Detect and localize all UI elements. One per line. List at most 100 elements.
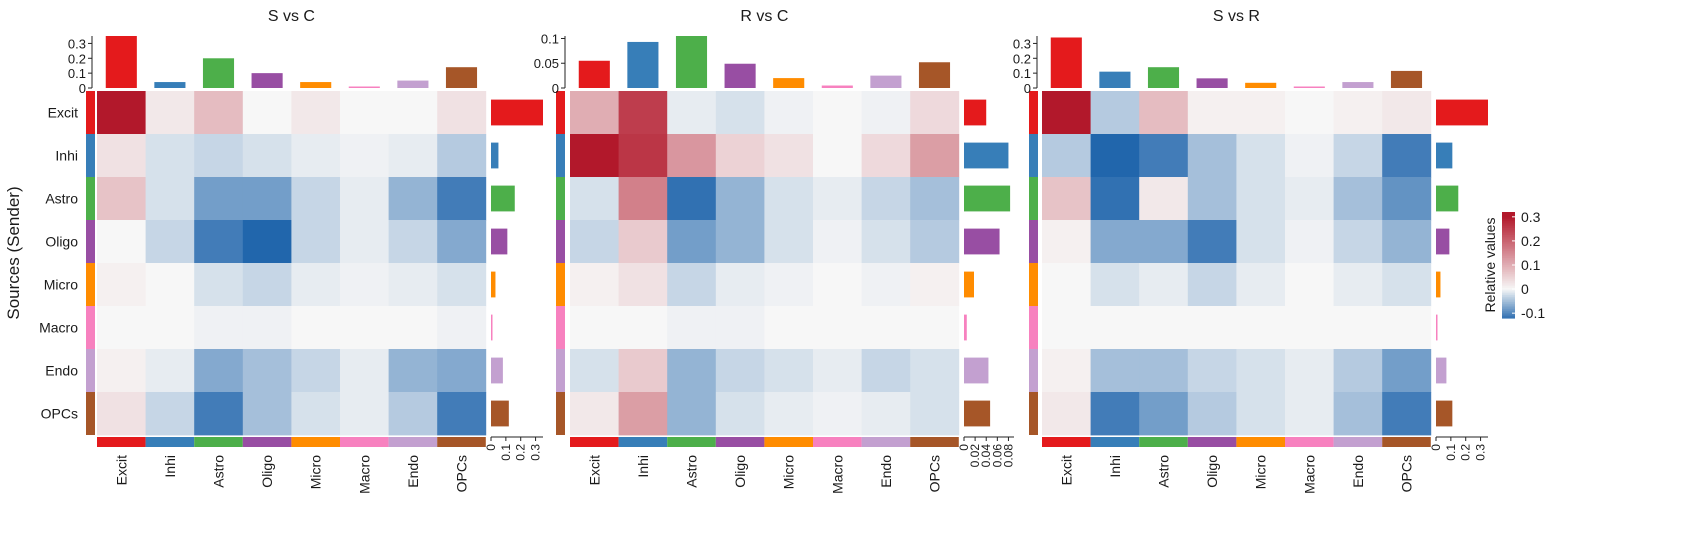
legend-gradient-segment (1502, 240, 1515, 243)
heatmap-cell-micro-excit (570, 263, 619, 307)
right-bar-micro (491, 271, 496, 298)
heatmap-cell-inhi-macro (1285, 134, 1334, 178)
heatmap-cell-astro-astro (1139, 177, 1189, 221)
heatmap-cell-micro-inhi (1090, 263, 1140, 307)
row-color-strip-macro (1029, 306, 1038, 349)
row-color-strip-astro (556, 177, 565, 220)
legend-gradient-segment (1502, 265, 1515, 268)
heatmap-cell-opcs-excit (97, 392, 146, 436)
row-color-strip-oligo (86, 220, 95, 263)
legend-gradient-segment (1502, 233, 1515, 236)
heatmap-cell-excit-macro (1285, 91, 1334, 135)
legend-gradient-segment (1502, 226, 1515, 229)
right-bar-opcs (491, 400, 509, 427)
legend-gradient-segment (1502, 293, 1515, 296)
right-bar-excit (1436, 99, 1488, 126)
right-bar-endo (491, 357, 503, 384)
heatmap-cell-excit-astro (1139, 91, 1189, 135)
heatmap-cell-oligo-astro (1139, 220, 1189, 264)
heatmap-cell-oligo-inhi (145, 220, 195, 264)
heatmap-panel-3: S vs R Excit Inhi Astro Oligo Micro Macro Endo O… (1013, 8, 1488, 494)
heatmap-cell-macro-opcs (1382, 306, 1432, 350)
row-color-strip-opcs (86, 392, 95, 435)
heatmap-cell-excit-micro (1236, 91, 1286, 135)
top-bar-astro (675, 36, 708, 88)
right-bar-inhi (491, 142, 499, 169)
legend-gradient-segment (1502, 231, 1515, 234)
top-bar-astro (202, 58, 235, 88)
legend-gradient-segment (1502, 295, 1515, 298)
right-bar-micro (964, 271, 974, 298)
column-color-strip-astro (667, 437, 716, 447)
top-bar-tick-label: 0.1 (1013, 66, 1031, 81)
right-bar-oligo (491, 228, 508, 255)
heatmap-cell-opcs-micro (764, 392, 814, 436)
column-color-strip-endo (1333, 437, 1383, 447)
column-label: Macro (356, 455, 372, 494)
top-bar-astro (1147, 67, 1180, 88)
heatmap-cell-opcs-inhi (145, 392, 195, 436)
top-bar-oligo (724, 63, 756, 88)
heatmap-cell-inhi-opcs (910, 134, 960, 178)
heatmap-cell-astro-oligo (715, 177, 765, 221)
heatmap-cell-inhi-excit (1042, 134, 1091, 178)
row-color-strip-opcs (1029, 392, 1038, 435)
heatmap-cell-endo-opcs (1382, 349, 1432, 393)
heatmap-cell-endo-macro (340, 349, 389, 393)
heatmap-cell-endo-endo (388, 349, 438, 393)
heatmap-cell-astro-macro (1285, 177, 1334, 221)
row-color-strip-astro (86, 177, 95, 220)
heatmap-cell-opcs-opcs (437, 392, 487, 436)
legend-gradient-segment (1502, 249, 1515, 252)
legend-gradient-segment (1502, 242, 1515, 245)
heatmap-cell-micro-excit (97, 263, 146, 307)
heatmap-cell-excit-oligo (242, 91, 292, 135)
column-label: OPCs (927, 455, 943, 492)
heatmap-cell-macro-oligo (1187, 306, 1237, 350)
legend-gradient-segment (1502, 305, 1515, 308)
right-bar-micro (1436, 271, 1441, 298)
heatmap-cell-micro-astro (194, 263, 244, 307)
heatmap-cell-oligo-excit (1042, 220, 1091, 264)
heatmap-cell-opcs-astro (194, 392, 244, 436)
top-bar-tick-label: 0 (79, 81, 86, 96)
row-color-strip-macro (556, 306, 565, 349)
heatmap-cell-macro-astro (194, 306, 244, 350)
heatmap-cell-micro-astro (1139, 263, 1189, 307)
column-color-strip-endo (861, 437, 911, 447)
heatmap-cell-oligo-oligo (1187, 220, 1237, 264)
legend-gradient-segment (1502, 284, 1515, 287)
heatmap-cell-astro-excit (570, 177, 619, 221)
heatmap-cell-macro-astro (667, 306, 717, 350)
heatmap-cell-inhi-micro (1236, 134, 1286, 178)
column-label: Endo (1350, 455, 1366, 488)
legend-gradient-segment (1502, 224, 1515, 227)
heatmap-cell-astro-opcs (910, 177, 960, 221)
row-label: Astro (45, 191, 78, 207)
legend-gradient-segment (1502, 296, 1515, 300)
heatmap-cell-astro-macro (340, 177, 389, 221)
heatmap-cell-macro-oligo (715, 306, 765, 350)
heatmap-cell-opcs-endo (1333, 392, 1383, 436)
heatmap-cell-micro-endo (861, 263, 911, 307)
heatmap-cell-micro-opcs (437, 263, 487, 307)
heatmap-cell-micro-inhi (618, 263, 668, 307)
heatmap-cell-inhi-endo (388, 134, 438, 178)
heatmap-cell-macro-oligo (242, 306, 292, 350)
legend-gradient-segment (1502, 219, 1515, 222)
heatmap-cell-excit-inhi (145, 91, 195, 135)
right-bar-macro (491, 314, 493, 341)
column-color-strip-oligo (715, 437, 765, 447)
legend-gradient-segment (1502, 268, 1515, 271)
heatmap-cell-oligo-endo (861, 220, 911, 264)
heatmap-cell-micro-oligo (1187, 263, 1237, 307)
top-bar-endo (870, 75, 902, 88)
legend-gradient-segment (1502, 289, 1515, 293)
panel-title: R vs C (740, 8, 788, 25)
heatmap-cell-excit-excit (1042, 91, 1091, 135)
legend-gradient-segment (1502, 229, 1515, 233)
legend-tick-label: 0.3 (1521, 209, 1541, 225)
heatmap-cell-inhi-astro (667, 134, 717, 178)
top-bar-opcs (918, 62, 951, 88)
